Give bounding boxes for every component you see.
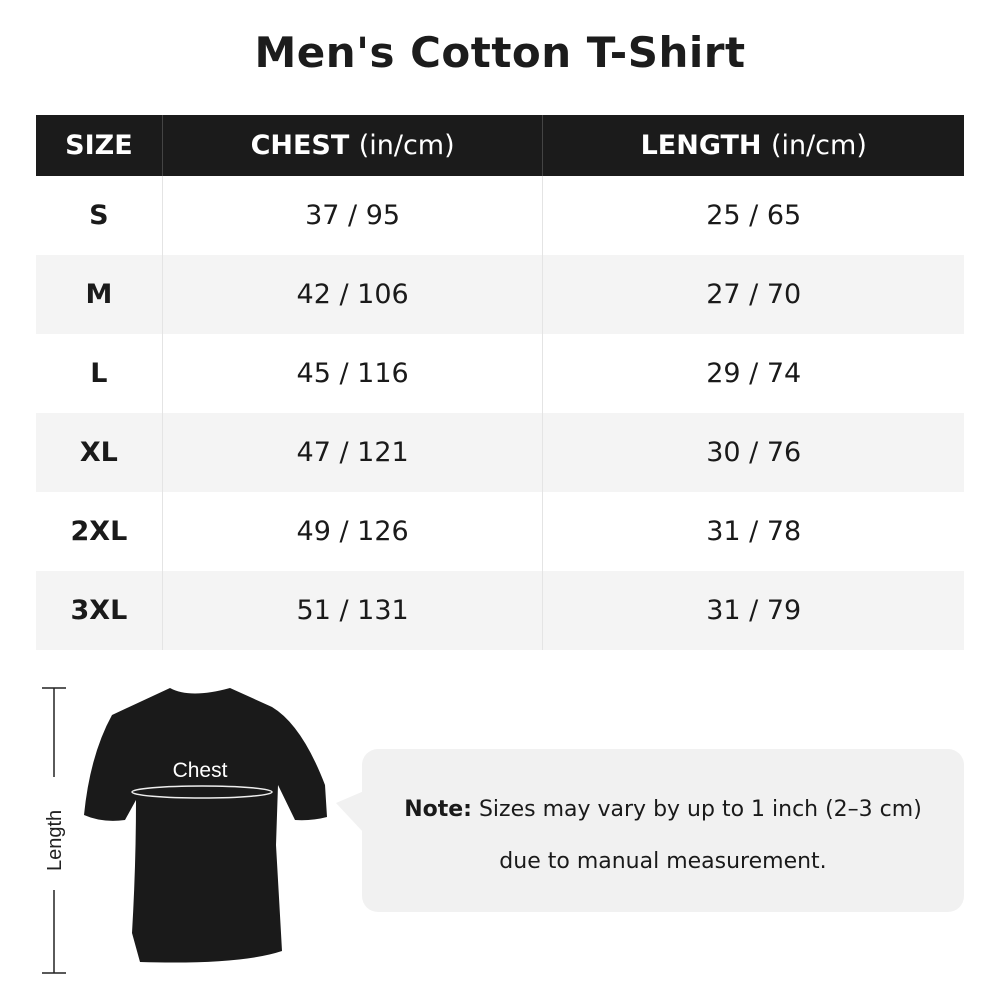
chest-measure-ellipse	[131, 785, 273, 799]
cell-length: 31 / 78	[706, 516, 802, 547]
table-row: XL 47 / 121 30 / 76	[36, 413, 964, 492]
cell-length: 27 / 70	[542, 255, 964, 334]
note-line-1: Note: Sizes may vary by up to 1 inch (2–…	[404, 797, 922, 822]
cell-size: XL	[36, 413, 163, 492]
table-row: 3XL 51 / 131 31 / 79	[36, 571, 964, 650]
table-header-row: SIZE CHEST (in/cm) LENGTH (in/cm)	[36, 115, 964, 176]
tshirt-diagram: Length Chest	[42, 687, 327, 974]
cell-chest: 49 / 126	[162, 492, 544, 571]
cell-size: 3XL	[36, 571, 163, 650]
tshirt-icon	[84, 688, 327, 963]
cell-length: 25 / 65	[706, 200, 802, 231]
cell-size: S	[36, 176, 163, 255]
table-row: L 45 / 116 29 / 74	[36, 334, 964, 413]
table-row: S 37 / 95 25 / 65	[36, 176, 964, 255]
cell-size: M	[36, 255, 163, 334]
cell-chest: 45 / 116	[162, 334, 544, 413]
cell-length: 30 / 76	[542, 413, 964, 492]
cell-size: 2XL	[36, 492, 163, 571]
size-chart-table: SIZE CHEST (in/cm) LENGTH (in/cm) S 37 / …	[36, 115, 964, 650]
page-title: Men's Cotton T-Shirt	[254, 28, 746, 77]
cell-chest: 47 / 121	[162, 413, 544, 492]
cell-chest: 51 / 131	[162, 571, 544, 650]
table-row: 2XL 49 / 126 31 / 78	[36, 492, 964, 571]
cell-length: 31 / 79	[542, 571, 964, 650]
header-size: SIZE	[36, 115, 163, 176]
chest-label: Chest	[173, 759, 228, 782]
cell-chest: 37 / 95	[162, 176, 544, 255]
length-measure-line	[42, 687, 66, 974]
header-length: LENGTH (in/cm)	[542, 115, 964, 176]
cell-size: L	[36, 334, 163, 413]
length-label: Length	[44, 810, 66, 871]
table-row: M 42 / 106 27 / 70	[36, 255, 964, 334]
note-callout: Note: Sizes may vary by up to 1 inch (2–…	[336, 749, 964, 912]
cell-length: 29 / 74	[706, 358, 802, 389]
header-chest: CHEST (in/cm)	[162, 115, 544, 176]
cell-chest: 42 / 106	[162, 255, 544, 334]
note-line-2: due to manual measurement.	[499, 849, 827, 874]
